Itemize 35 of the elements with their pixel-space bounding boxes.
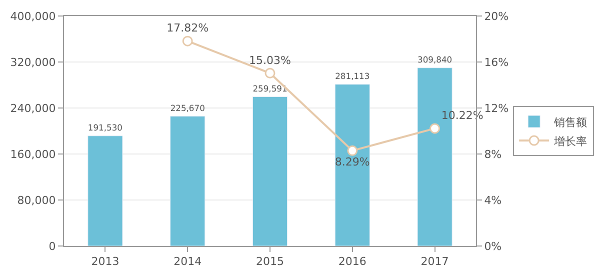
y2-tick-label: 8%: [484, 148, 502, 161]
bar: [252, 96, 288, 246]
y2-tick-label: 4%: [484, 194, 502, 207]
point: [430, 123, 440, 134]
y-tick-label: 160,000: [10, 148, 56, 161]
bar: [334, 84, 370, 246]
x-tick-label: 2013: [91, 255, 120, 268]
data-label: 309,840: [418, 54, 452, 65]
y-tick-label: 400,000: [10, 10, 56, 23]
y2-tick-label: 12%: [484, 102, 509, 115]
data-label: 259,591: [252, 83, 288, 94]
y-tick-label: 80,000: [17, 194, 56, 207]
data-label: 17.82%: [166, 22, 209, 35]
x-tick-label: 2016: [338, 255, 366, 268]
point: [182, 36, 193, 46]
y-tick-label: 0: [48, 240, 56, 253]
data-label: 191,530: [88, 122, 122, 133]
y2-tick-label: 16%: [484, 56, 509, 69]
data-label: 281,113: [335, 71, 370, 82]
y-tick-label: 320,000: [10, 56, 56, 69]
legend-label: 增长率: [553, 134, 588, 148]
x-tick-label: 2014: [174, 255, 202, 268]
x-tick-label: 2015: [256, 255, 284, 268]
point: [264, 68, 276, 78]
bar: [170, 116, 206, 246]
x-tick-label: 2017: [420, 255, 449, 268]
point: [347, 145, 358, 156]
legend-label: 销售额: [553, 116, 588, 129]
y-tick-label: 240,000: [10, 102, 56, 115]
data-label: 225,670: [170, 102, 205, 113]
bar: [88, 136, 123, 246]
data-label: 15.03%: [249, 54, 291, 67]
y2-tick-label: 20%: [484, 10, 509, 23]
data-label: 8.29%: [334, 156, 370, 169]
y2-tick-label: 0%: [484, 240, 502, 253]
